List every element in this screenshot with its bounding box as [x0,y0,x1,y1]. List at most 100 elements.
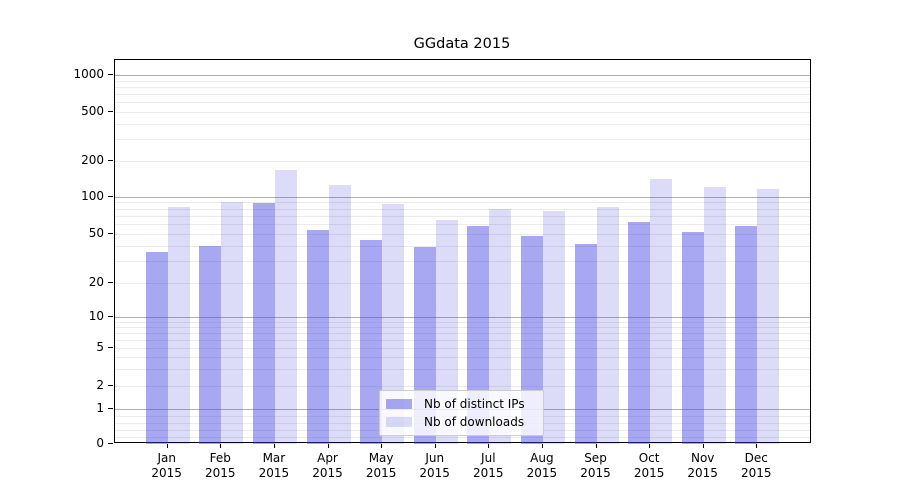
bar-distinct-ips-may [360,239,383,444]
bar-downloads-jan [167,206,190,444]
minor-gridline [115,123,810,125]
x-tick-label: Oct 2015 [633,451,665,480]
y-tick-mark [108,233,113,235]
x-tick-label: Dec 2015 [741,451,772,480]
bar-distinct-ips-mar [252,203,275,444]
y-tick-label: 0 [96,436,104,451]
bar-distinct-ips-jul [467,226,490,444]
y-tick-label: 5 [96,340,104,354]
x-tick-label: Sep 2015 [580,451,611,480]
y-tick-mark [108,74,113,75]
x-tick-label: May 2015 [365,451,397,480]
minor-gridline [115,321,810,323]
x-tick-mark [220,444,222,448]
minor-gridline [115,102,810,104]
minor-gridline [115,202,810,204]
x-tick-label: Feb 2015 [205,451,236,480]
minor-gridline [115,86,810,88]
x-tick-mark [702,444,704,448]
legend-label-downloads: Nb of downloads [424,415,525,429]
minor-gridline [115,208,810,210]
bar-distinct-ips-nov [681,232,704,444]
bar-downloads-jun [435,220,458,444]
legend-entry-downloads: Nb of downloads [386,415,537,429]
bar-downloads-aug [542,210,565,444]
major-gridline [115,75,810,76]
minor-gridline [115,139,810,141]
y-tick-label: 10 [88,309,104,323]
minor-gridline [115,111,810,113]
y-tick-mark [108,316,113,317]
minor-gridline [115,326,810,328]
minor-gridline [115,246,810,248]
y-tick-label: 20 [88,274,104,289]
x-tick-mark [327,444,329,448]
major-gridline [115,196,810,198]
y-tick-label: 1000 [73,67,104,81]
bar-distinct-ips-feb [199,246,222,444]
bar-downloads-sep [596,206,619,444]
bar-distinct-ips-oct [628,221,651,444]
x-tick-label: Nov 2015 [687,451,718,480]
minor-gridline [115,437,810,439]
bar-downloads-apr [328,184,351,444]
minor-gridline [115,386,810,387]
bar-distinct-ips-apr [306,230,329,444]
y-tick-label: 50 [88,226,104,241]
y-tick-label: 1 [96,400,104,415]
plot-area [114,59,811,444]
minor-gridline [115,339,810,341]
minor-gridline [115,357,810,359]
x-tick-mark [381,444,383,448]
chart-title: GGdata 2015 [413,36,511,52]
bar-downloads-nov [703,186,726,444]
minor-gridline [115,224,810,226]
y-tick-label: 100 [81,188,104,203]
legend-entry-distinct-ips: Nb of distinct IPs [386,397,537,411]
x-tick-mark [595,444,597,448]
bar-downloads-feb [221,202,244,444]
minor-gridline [115,80,810,82]
x-tick-label: Jul 2015 [473,451,504,480]
x-tick-mark [488,444,490,448]
minor-gridline [115,282,810,284]
x-tick-mark [273,444,275,448]
y-tick-mark [108,110,113,112]
bar-downloads-dec [757,188,780,444]
x-tick-mark [166,444,168,448]
minor-gridline [115,348,810,349]
legend-swatch-downloads [386,417,412,427]
minor-gridline [115,369,810,371]
x-tick-label: Jan 2015 [151,451,182,480]
x-tick-mark [756,444,758,448]
bar-downloads-oct [650,178,673,444]
bar-downloads-may [382,203,405,444]
x-tick-mark [649,444,651,448]
major-gridline [115,317,810,318]
minor-gridline [115,261,810,263]
y-tick-label: 2 [96,378,104,392]
legend-label-distinct-ips: Nb of distinct IPs [424,397,525,411]
y-tick-mark [108,281,113,283]
bar-distinct-ips-dec [735,226,758,444]
x-tick-label: Aug 2015 [526,451,558,480]
x-tick-label: Jun 2015 [419,451,450,480]
y-tick-mark [108,443,113,445]
bar-distinct-ips-sep [574,243,597,444]
bar-downloads-jul [489,209,512,444]
legend: Nb of distinct IPs Nb of downloads [379,390,544,436]
bar-distinct-ips-jan [145,251,168,444]
minor-gridline [115,332,810,334]
legend-swatch-distinct-ips [386,399,412,409]
x-tick-mark [541,444,543,448]
y-tick-mark [108,347,113,348]
y-tick-mark [108,407,113,409]
minor-gridline [115,161,810,163]
minor-gridline [115,93,810,95]
y-tick-mark [108,160,113,162]
x-tick-label: Mar 2015 [258,451,290,480]
minor-gridline [115,234,810,236]
y-tick-label: 500 [81,103,104,118]
bar-downloads-mar [274,169,297,444]
